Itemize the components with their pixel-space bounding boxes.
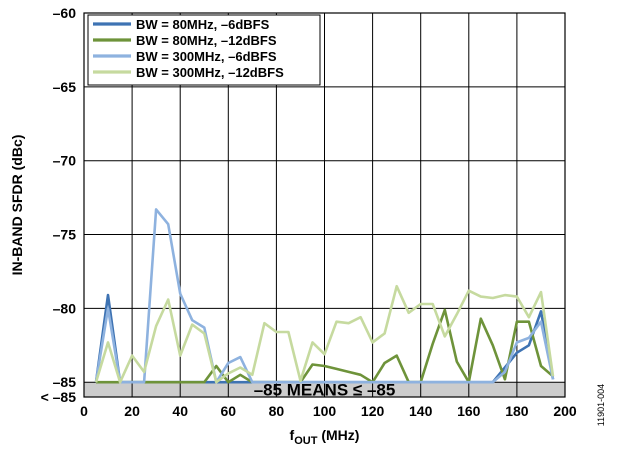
x-tick-label: 120: [361, 403, 385, 419]
floor-region-label: –85 MEANS ≤ –85: [254, 381, 396, 400]
figure-id: 11901-004: [596, 384, 606, 426]
x-tick-label: 160: [457, 403, 481, 419]
series-line-2: [96, 308, 554, 384]
x-axis-title: fOUT (MHz): [290, 427, 360, 447]
y-axis-title: IN-BAND SFDR (dBc): [9, 135, 25, 276]
x-tick-labels: 0 20 40 60 80 100 120 140 160 180 200: [80, 403, 577, 419]
x-tick-label: 40: [172, 403, 188, 419]
x-tick-label: 80: [269, 403, 285, 419]
legend-entry: BW = 80MHz, –6dBFS: [136, 17, 270, 32]
legend-entry: BW = 300MHz, –12dBFS: [136, 65, 284, 80]
x-tick-label: 100: [313, 403, 337, 419]
x-tick-label: 140: [409, 403, 433, 419]
legend-entry: BW = 80MHz, –12dBFS: [136, 33, 277, 48]
x-tick-label: 200: [553, 403, 577, 419]
x-axis-title-subscript: OUT: [294, 435, 318, 447]
series-lines: [94, 208, 555, 384]
y-tick-label: –85: [53, 374, 77, 390]
y-tick-label: –75: [53, 227, 77, 243]
x-tick-label: 0: [80, 403, 88, 419]
legend-entry: BW = 300MHz, –6dBFS: [136, 49, 277, 64]
y-tick-label: –60: [53, 5, 77, 21]
series-line-3: [94, 208, 555, 384]
x-tick-label: 20: [124, 403, 140, 419]
x-axis-title-main: f: [290, 427, 295, 443]
y-tick-labels: –85 –80 –75 –70 –65 –60 < –85: [41, 5, 77, 405]
y-tick-label-below-floor: < –85: [41, 389, 77, 405]
y-tick-label: –80: [53, 300, 77, 316]
y-tick-label: –70: [53, 153, 77, 169]
y-tick-label: –65: [53, 79, 77, 95]
x-tick-label: 180: [505, 403, 529, 419]
plot-frame: [83, 12, 566, 398]
series-line-4: [94, 284, 555, 384]
x-tick-label: 60: [221, 403, 237, 419]
x-axis-title-unit: (MHz): [317, 427, 359, 443]
